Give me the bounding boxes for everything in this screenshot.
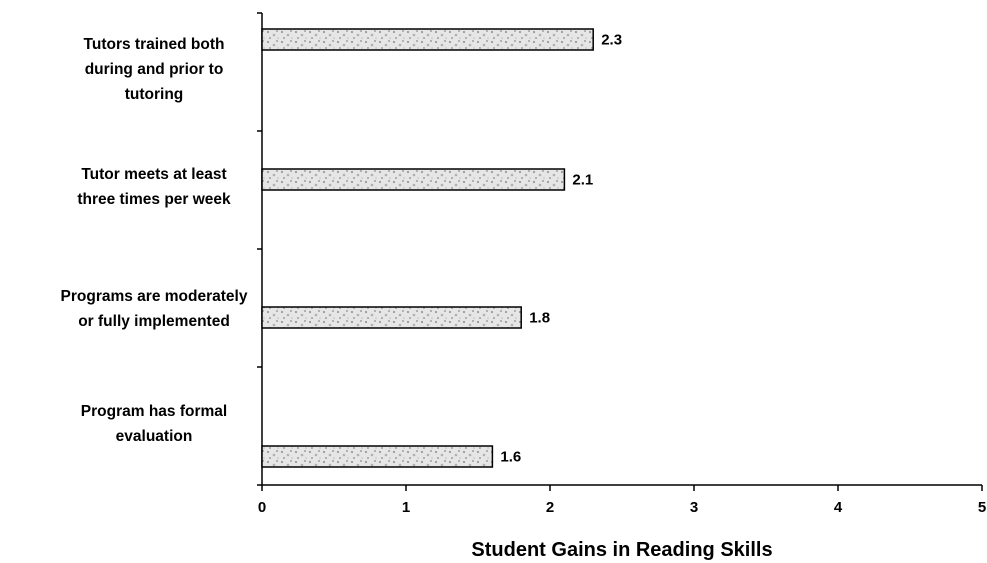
bar [261,306,522,329]
x-tick-label: 2 [546,499,554,516]
x-tick-label: 5 [978,499,986,516]
data-label: 1.6 [500,449,521,466]
x-tick-label: 1 [402,499,410,516]
category-label: Programs are moderately or fully implemen… [61,288,248,330]
x-tick-label: 3 [690,499,698,516]
x-tick-label: 0 [258,499,266,516]
category-label: Tutors trained both during and prior to tu… [84,36,225,103]
x-axis-title: Student Gains in Reading Skills [471,539,772,561]
bars: 2.3 2.1 1.8 1.6 [261,28,622,468]
bar [261,168,566,191]
data-label: 2.1 [572,172,593,189]
axes: 0 1 2 3 4 5 [257,12,986,516]
data-label: 1.8 [529,310,550,327]
bar [261,445,494,468]
category-label: Program has formal evaluation [81,403,227,445]
data-label: 2.3 [601,32,622,49]
x-tick-label: 4 [834,499,843,516]
category-label: Tutor meets at least three times per week [77,166,231,208]
category-labels: Tutors trained both during and prior to tu… [61,36,248,445]
bar [261,28,594,51]
